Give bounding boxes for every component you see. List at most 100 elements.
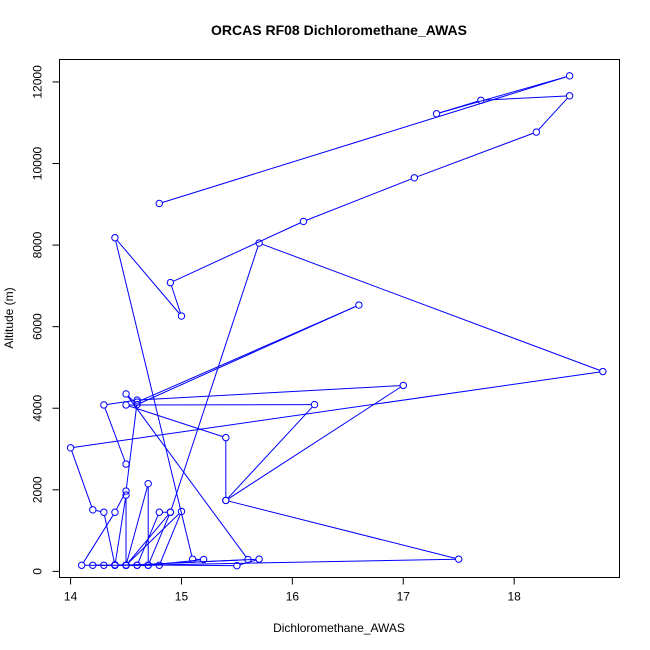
series-segment: [127, 513, 180, 564]
data-point: [77, 561, 86, 569]
series-segment: [170, 245, 259, 510]
data-point: [133, 396, 141, 404]
series-segment: [73, 371, 600, 448]
series-segment: [227, 406, 313, 499]
series-segment: [160, 514, 181, 563]
data-point: [122, 390, 130, 398]
series-segment: [82, 514, 114, 563]
data-point: [455, 555, 463, 563]
x-axis-label: Dichloromethane_AWAS: [273, 621, 405, 635]
data-point: [565, 92, 574, 100]
data-point: [66, 444, 75, 452]
series-segment: [125, 405, 138, 488]
data-point: [477, 96, 485, 104]
series-segment: [71, 450, 93, 507]
chart-title: ORCAS RF08 Dichloromethane_AWAS: [211, 22, 467, 38]
data-point: [599, 367, 607, 376]
series-segment: [106, 400, 135, 405]
series-segment: [140, 385, 401, 401]
data-point: [244, 555, 252, 564]
data-point: [166, 508, 175, 516]
series-segment: [127, 396, 247, 558]
series-segment: [417, 132, 534, 178]
series-segment: [114, 498, 127, 563]
data-point: [133, 398, 141, 406]
data-point: [111, 234, 119, 242]
series-segment: [162, 76, 567, 204]
series-segment: [139, 305, 357, 404]
data-point: [89, 506, 97, 514]
series-segment: [148, 514, 170, 563]
data-point: [122, 460, 130, 468]
series-segment: [170, 285, 181, 314]
data-point: [432, 110, 441, 118]
data-point: [89, 561, 97, 569]
y-axis: 0 2000 4000 6000 8000 10000 12000: [31, 65, 60, 575]
data-point: [166, 278, 175, 287]
data-point: [133, 400, 141, 409]
series-segment: [228, 500, 456, 559]
x-axis: 14 15 16 17 18: [64, 577, 521, 604]
y-tick-label: 4000: [31, 395, 45, 422]
data-point: [255, 555, 263, 563]
data-point: [222, 496, 230, 505]
x-tick-label: 15: [175, 590, 189, 604]
series-segment: [538, 97, 568, 131]
data-point: [565, 72, 574, 80]
data-point: [133, 561, 141, 569]
y-tick-label: 12000: [31, 65, 45, 99]
series-segment: [104, 515, 115, 563]
data-point: [100, 401, 108, 409]
data-point: [188, 555, 197, 563]
series-segment: [173, 222, 301, 282]
data-point: [122, 401, 130, 409]
series-segment: [439, 100, 478, 114]
data-point: [399, 381, 407, 390]
data-point: [111, 561, 119, 569]
series-segment: [306, 178, 412, 221]
y-tick-label: 6000: [31, 313, 45, 340]
y-tick-label: 2000: [31, 476, 45, 503]
data-point: [144, 479, 152, 488]
data-point: [177, 312, 186, 320]
series-segment: [116, 239, 180, 314]
x-tick-label: 17: [397, 590, 411, 604]
data-point: [255, 239, 263, 247]
data-point: [410, 174, 419, 182]
data-point: [532, 128, 541, 136]
data-point: [111, 508, 119, 516]
series-segment: [126, 486, 148, 563]
data-point: [155, 199, 164, 208]
series-segment: [484, 95, 567, 101]
data-series: [66, 72, 607, 570]
y-tick-label: 10000: [31, 147, 45, 181]
series-segment: [228, 386, 401, 500]
data-point: [122, 561, 130, 569]
data-point: [155, 561, 164, 569]
series-segment: [137, 514, 159, 563]
data-point: [122, 491, 130, 499]
data-point: [122, 487, 130, 495]
series-segment: [104, 407, 126, 462]
y-tick-label: 0: [31, 568, 45, 575]
data-point: [199, 555, 208, 564]
data-point: [355, 301, 363, 309]
data-point: [100, 508, 108, 516]
y-tick-label: 8000: [31, 231, 45, 258]
data-point: [155, 508, 164, 516]
series-segment: [115, 240, 193, 557]
y-axis-label: Altitude (m): [2, 287, 16, 348]
x-tick-label: 18: [507, 590, 521, 604]
data-point: [100, 561, 108, 569]
series-segment: [95, 509, 101, 513]
data-point: [144, 561, 152, 569]
data-point: [222, 433, 230, 442]
series-segment: [140, 558, 456, 566]
data-point: [233, 561, 241, 570]
series-segment: [261, 243, 601, 371]
data-point: [310, 400, 319, 409]
data-point: [177, 507, 186, 516]
x-tick-label: 14: [64, 590, 78, 604]
data-point: [299, 217, 308, 226]
